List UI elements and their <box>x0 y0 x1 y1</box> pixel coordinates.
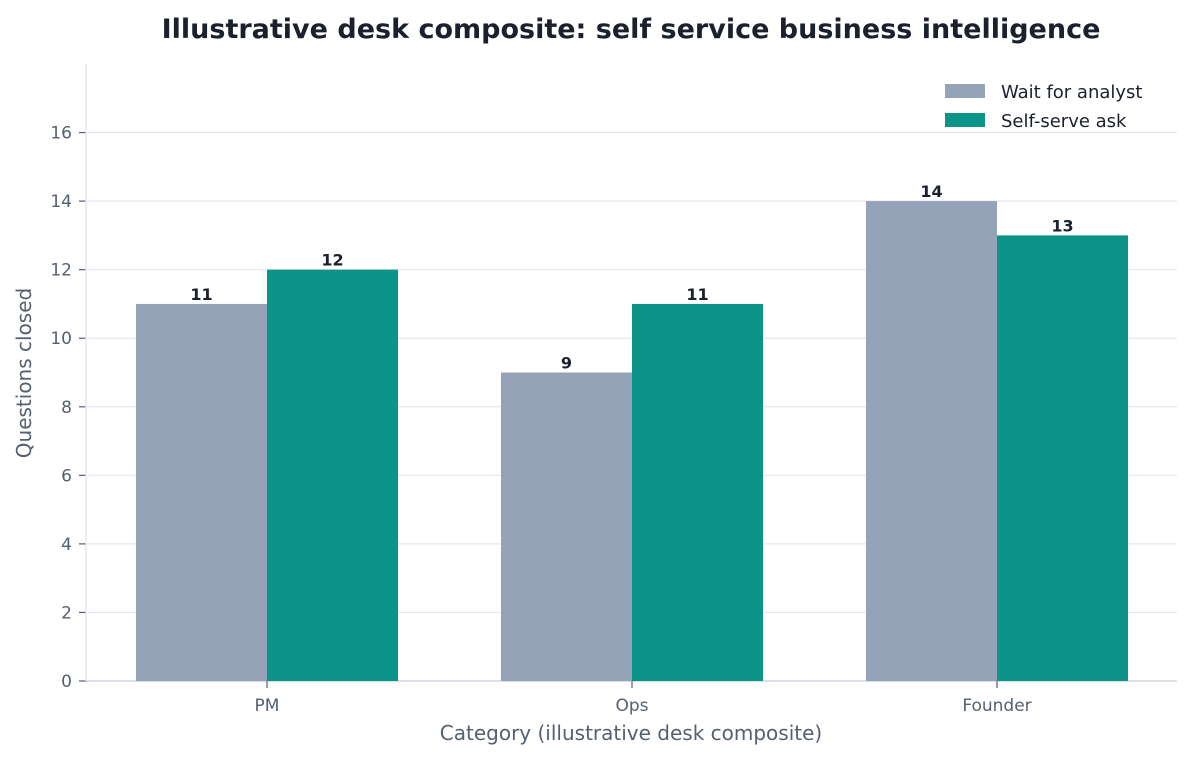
y-tick-label: 12 <box>50 261 72 281</box>
y-tick-label: 4 <box>61 535 72 555</box>
legend: Wait for analyst Self-serve ask <box>945 82 1143 132</box>
legend-swatch-1 <box>945 113 985 127</box>
bar-pm-series-0 <box>136 303 267 681</box>
bar-ops-series-1 <box>632 303 763 681</box>
bars <box>136 201 1128 681</box>
y-tick-label: 6 <box>61 466 72 486</box>
bar-founder-series-1 <box>997 235 1128 681</box>
legend-swatch-0 <box>945 84 985 98</box>
y-axis-title: Questions closed <box>12 288 36 458</box>
bar-ops-series-0 <box>501 372 632 681</box>
x-tick-label-ops: Ops <box>615 696 648 716</box>
bar-pm-series-1 <box>267 269 398 681</box>
y-tick-label: 16 <box>50 124 72 144</box>
y-tick-label: 10 <box>50 329 72 349</box>
x-tick-label-pm: PM <box>255 696 280 716</box>
data-label: 14 <box>920 182 942 201</box>
legend-label-0: Wait for analyst <box>1001 82 1143 103</box>
chart-title: Illustrative desk composite: self servic… <box>162 14 1101 45</box>
data-label: 12 <box>321 251 343 270</box>
y-tick-label: 8 <box>61 398 72 418</box>
x-axis-title: Category (illustrative desk composite) <box>440 721 822 745</box>
data-label: 11 <box>190 285 212 304</box>
data-labels: 11 12 9 11 14 13 <box>190 182 1073 372</box>
bar-founder-series-0 <box>866 201 997 681</box>
data-label: 9 <box>561 354 572 373</box>
y-tick-label: 2 <box>61 603 72 623</box>
legend-label-1: Self-serve ask <box>1001 111 1127 132</box>
x-tick-label-founder: Founder <box>962 696 1031 716</box>
data-label: 13 <box>1051 216 1073 235</box>
data-label: 11 <box>686 285 708 304</box>
y-tick-label: 14 <box>50 192 72 212</box>
y-tick-label: 0 <box>61 672 72 692</box>
